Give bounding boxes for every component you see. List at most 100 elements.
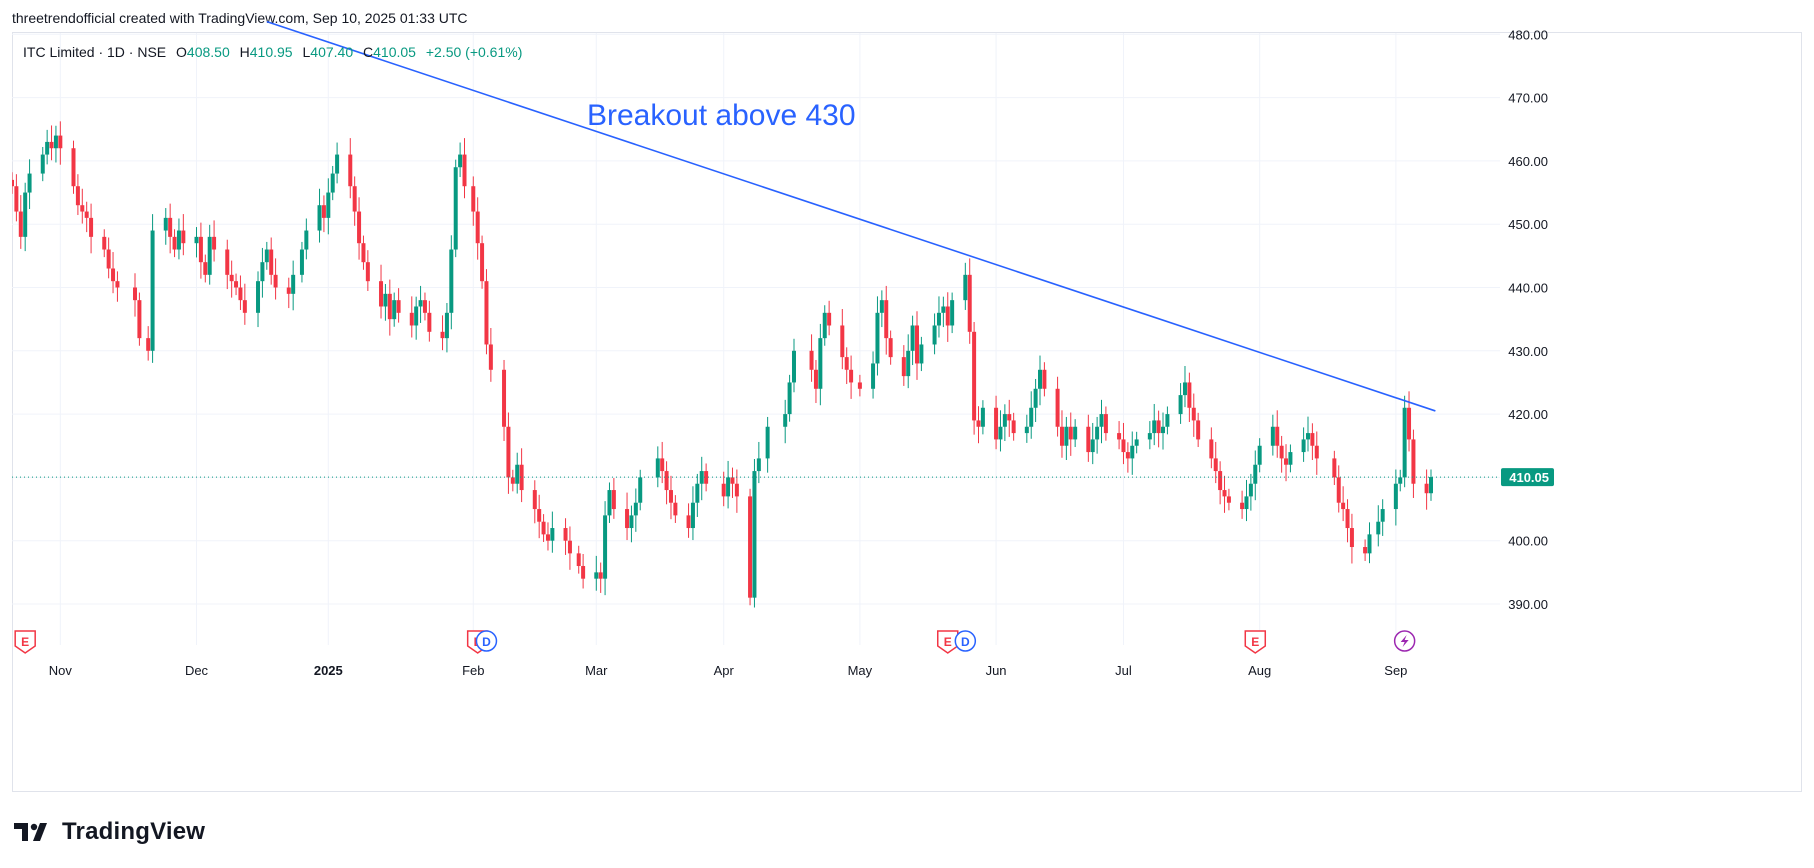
candle-body — [721, 483, 726, 497]
candle-body — [299, 249, 304, 275]
candle-body — [1090, 439, 1095, 453]
price-chart[interactable]: Breakout above 430390.00400.00410.00420.… — [0, 0, 1814, 800]
trendline — [266, 20, 1436, 412]
candle-body — [576, 553, 581, 567]
chart-attribution: threetrendofficial created with TradingV… — [12, 10, 468, 26]
candle-body — [1196, 420, 1201, 440]
candle-body — [1402, 407, 1407, 478]
candle-body — [633, 502, 638, 516]
candle-body — [396, 300, 401, 313]
candle-body — [1178, 395, 1183, 415]
x-tick-label: 2025 — [314, 663, 343, 678]
candle-body — [146, 338, 151, 351]
price-badge-label: 410.05 — [1509, 470, 1549, 485]
candle-body — [71, 148, 76, 187]
candle-body — [80, 205, 85, 212]
tradingview-logo[interactable]: TradingView — [14, 818, 205, 846]
candle-body — [269, 249, 274, 275]
candle-body — [75, 186, 80, 206]
candle-body — [1156, 420, 1161, 434]
dividend-marker-icon — [475, 630, 498, 652]
candle-body — [225, 249, 230, 275]
candle-body — [291, 274, 296, 294]
candle-body — [1253, 464, 1258, 484]
candle-body — [422, 300, 427, 313]
x-tick-label: Jun — [986, 663, 1007, 678]
candle-body — [919, 344, 924, 364]
candle-body — [1103, 414, 1108, 434]
candle-body — [932, 325, 937, 345]
candle-body — [1073, 426, 1078, 440]
candle-body — [963, 274, 968, 301]
candle-body — [827, 312, 832, 326]
candle-body — [748, 496, 753, 598]
candle-body — [273, 274, 278, 288]
candle-body — [1367, 534, 1372, 554]
candle-body — [1002, 414, 1007, 427]
candle-body — [664, 471, 669, 491]
candle-body — [884, 300, 889, 339]
candle-body — [14, 186, 19, 212]
candle-body — [1363, 547, 1368, 554]
candle-body — [414, 306, 419, 326]
candle-body — [260, 262, 265, 282]
candle-body — [1301, 439, 1306, 453]
low-label: L — [302, 44, 311, 60]
candle-body — [1393, 483, 1398, 510]
candle-body — [1117, 433, 1122, 440]
candle-body — [40, 154, 45, 174]
candle-body — [871, 363, 876, 389]
candle-body — [515, 464, 520, 484]
candle-body — [879, 300, 884, 313]
candle-body — [1270, 426, 1275, 446]
candle-body — [198, 236, 203, 263]
candle-body — [752, 471, 757, 598]
candle-body — [840, 325, 845, 358]
y-tick-label: 440.00 — [1508, 281, 1548, 296]
candle-body — [1033, 388, 1038, 408]
candle-body — [787, 382, 792, 415]
candle-body — [207, 236, 212, 275]
candle-body — [361, 243, 366, 263]
candle-body — [1213, 458, 1218, 472]
candle-body — [321, 205, 326, 218]
candle-body — [914, 325, 919, 364]
candle-body — [976, 420, 981, 427]
y-tick-label: 430.00 — [1508, 344, 1548, 359]
candle-body — [1152, 420, 1157, 434]
candle-body — [242, 300, 247, 313]
candle-body — [1424, 483, 1429, 494]
candle-body — [638, 477, 643, 503]
candle-body — [857, 382, 862, 389]
candle-body — [611, 490, 616, 510]
candle-body — [603, 515, 608, 579]
candle-body — [1024, 426, 1029, 434]
candle-body — [106, 249, 111, 269]
candle-body — [326, 192, 331, 218]
candle-body — [567, 540, 572, 554]
candle-body — [1165, 414, 1170, 427]
candle-body — [901, 357, 906, 377]
earnings-marker-icon — [1244, 630, 1267, 654]
candle-body — [409, 312, 414, 326]
candle-body — [510, 477, 515, 484]
chart-frame — [12, 32, 1802, 792]
candle-body — [629, 515, 634, 529]
candle-body — [84, 211, 89, 218]
breakout-annotation: Breakout above 430 — [587, 99, 856, 132]
candle-body — [1134, 439, 1139, 446]
x-tick-label: Feb — [462, 663, 484, 678]
close-label: C — [363, 44, 374, 60]
candle-body — [655, 458, 660, 478]
candle-body — [1191, 407, 1196, 421]
open-value: 408.50 — [186, 44, 230, 60]
candle-body — [1310, 433, 1315, 446]
candle-body — [844, 357, 849, 370]
candle-body — [1029, 407, 1034, 427]
candle-body — [379, 281, 384, 307]
candle-body — [203, 262, 208, 275]
candle-body — [458, 154, 463, 168]
candle-body — [849, 369, 854, 383]
candle-body — [1222, 490, 1227, 497]
candle-body — [462, 154, 467, 187]
